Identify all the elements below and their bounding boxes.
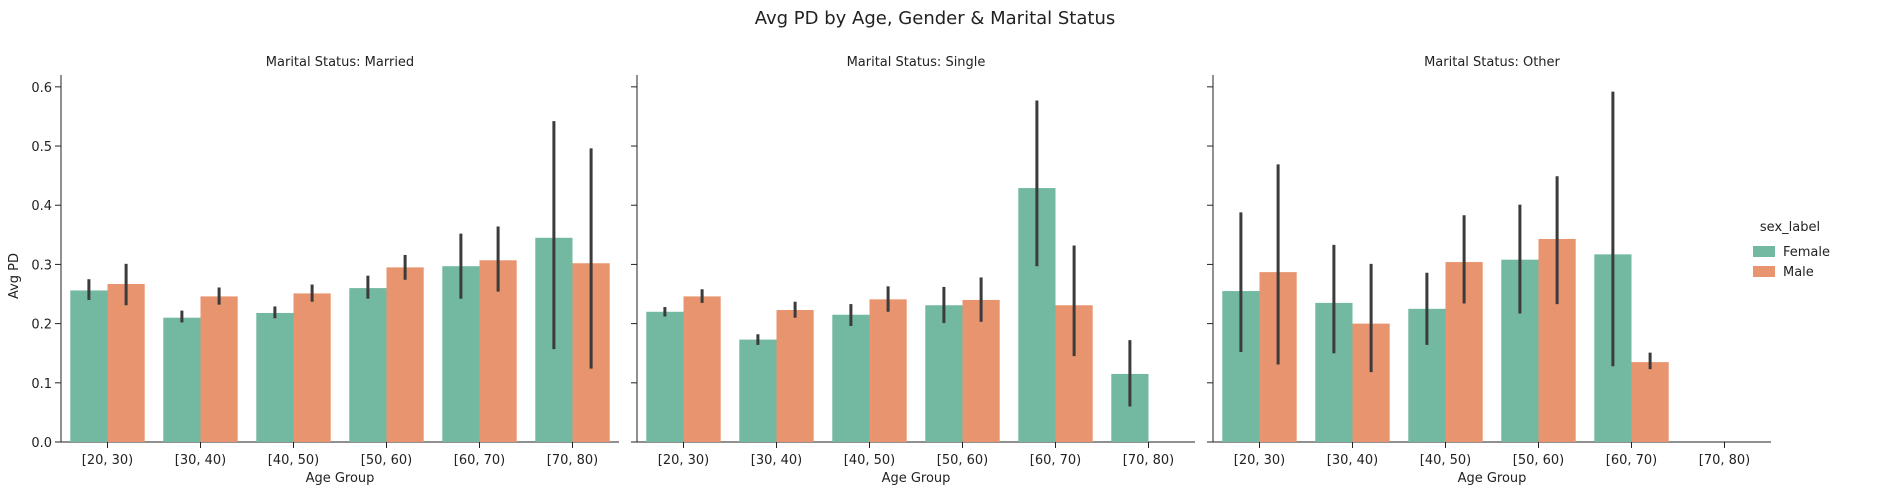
bar	[200, 296, 238, 442]
x-tick-label: [70, 80)	[1123, 453, 1175, 468]
y-tick-label: 0.0	[31, 436, 52, 451]
bar	[386, 267, 424, 442]
bar	[832, 314, 870, 442]
legend-swatch	[1753, 246, 1775, 257]
facet-title: Marital Status: Married	[266, 55, 414, 70]
x-tick-label: [30, 40)	[175, 453, 227, 468]
x-tick-label: [40, 50)	[844, 453, 896, 468]
y-tick-label: 0.1	[31, 377, 52, 392]
x-tick-label: [30, 40)	[1327, 453, 1379, 468]
x-tick-label: [50, 60)	[1513, 453, 1565, 468]
y-tick-label: 0.6	[31, 81, 52, 96]
y-tick-label: 0.5	[31, 140, 52, 155]
bar	[163, 317, 201, 442]
x-tick-label: [60, 70)	[1030, 453, 1082, 468]
facet-panel: Marital Status: Married 0.0 0.1 0.2 0.3 0.4 0.…	[31, 55, 619, 486]
x-tick-label: [50, 60)	[361, 453, 413, 468]
x-tick-label: [20, 30)	[658, 453, 710, 468]
y-tick-label: 0.4	[31, 199, 52, 214]
legend-label: Female	[1783, 245, 1830, 260]
bar	[349, 288, 387, 442]
legend-label: Male	[1783, 265, 1814, 280]
bar	[107, 283, 145, 442]
legend: sex_label Female Male	[1753, 220, 1830, 280]
legend-entries: Female Male	[1753, 245, 1830, 280]
bar	[683, 296, 721, 442]
bar	[962, 299, 1000, 442]
x-tick-label: [40, 50)	[268, 453, 320, 468]
x-tick-label: [60, 70)	[454, 453, 506, 468]
x-tick-label: [40, 50)	[1420, 453, 1472, 468]
x-tick-label: [30, 40)	[751, 453, 803, 468]
y-axis-label: Avg PD	[7, 253, 22, 299]
bar	[776, 309, 814, 442]
x-tick-label: [70, 80)	[547, 453, 599, 468]
x-tick-label: [60, 70)	[1606, 453, 1658, 468]
bar	[70, 290, 108, 442]
bar	[925, 305, 963, 442]
legend-swatch	[1753, 266, 1775, 277]
bar	[293, 293, 331, 442]
y-tick-label: 0.3	[31, 258, 52, 273]
facet-panel: Marital Status: Other [20, 30) [30, 40) [40…	[1207, 55, 1771, 486]
bar	[739, 339, 777, 442]
facet-title: Marital Status: Single	[847, 55, 986, 70]
x-axis-label: Age Group	[306, 471, 375, 486]
facet-panels: Marital Status: Married 0.0 0.1 0.2 0.3 0.4 0.…	[31, 55, 1771, 486]
x-tick-label: [20, 30)	[82, 453, 134, 468]
x-tick-label: [50, 60)	[937, 453, 989, 468]
x-tick-label: [20, 30)	[1234, 453, 1286, 468]
bar	[1631, 362, 1669, 442]
x-axis-label: Age Group	[1458, 471, 1527, 486]
facet-panel: Marital Status: Single [20, 30) [30, 40) [4…	[631, 55, 1195, 486]
x-axis-label: Age Group	[882, 471, 951, 486]
bar	[646, 311, 684, 442]
legend-title: sex_label	[1760, 220, 1820, 235]
x-tick-label: [70, 80)	[1699, 453, 1751, 468]
facet-title: Marital Status: Other	[1424, 55, 1560, 70]
bar	[256, 312, 294, 442]
y-tick-label: 0.2	[31, 318, 52, 333]
bar	[869, 299, 907, 442]
chart-title: Avg PD by Age, Gender & Marital Status	[755, 8, 1116, 29]
